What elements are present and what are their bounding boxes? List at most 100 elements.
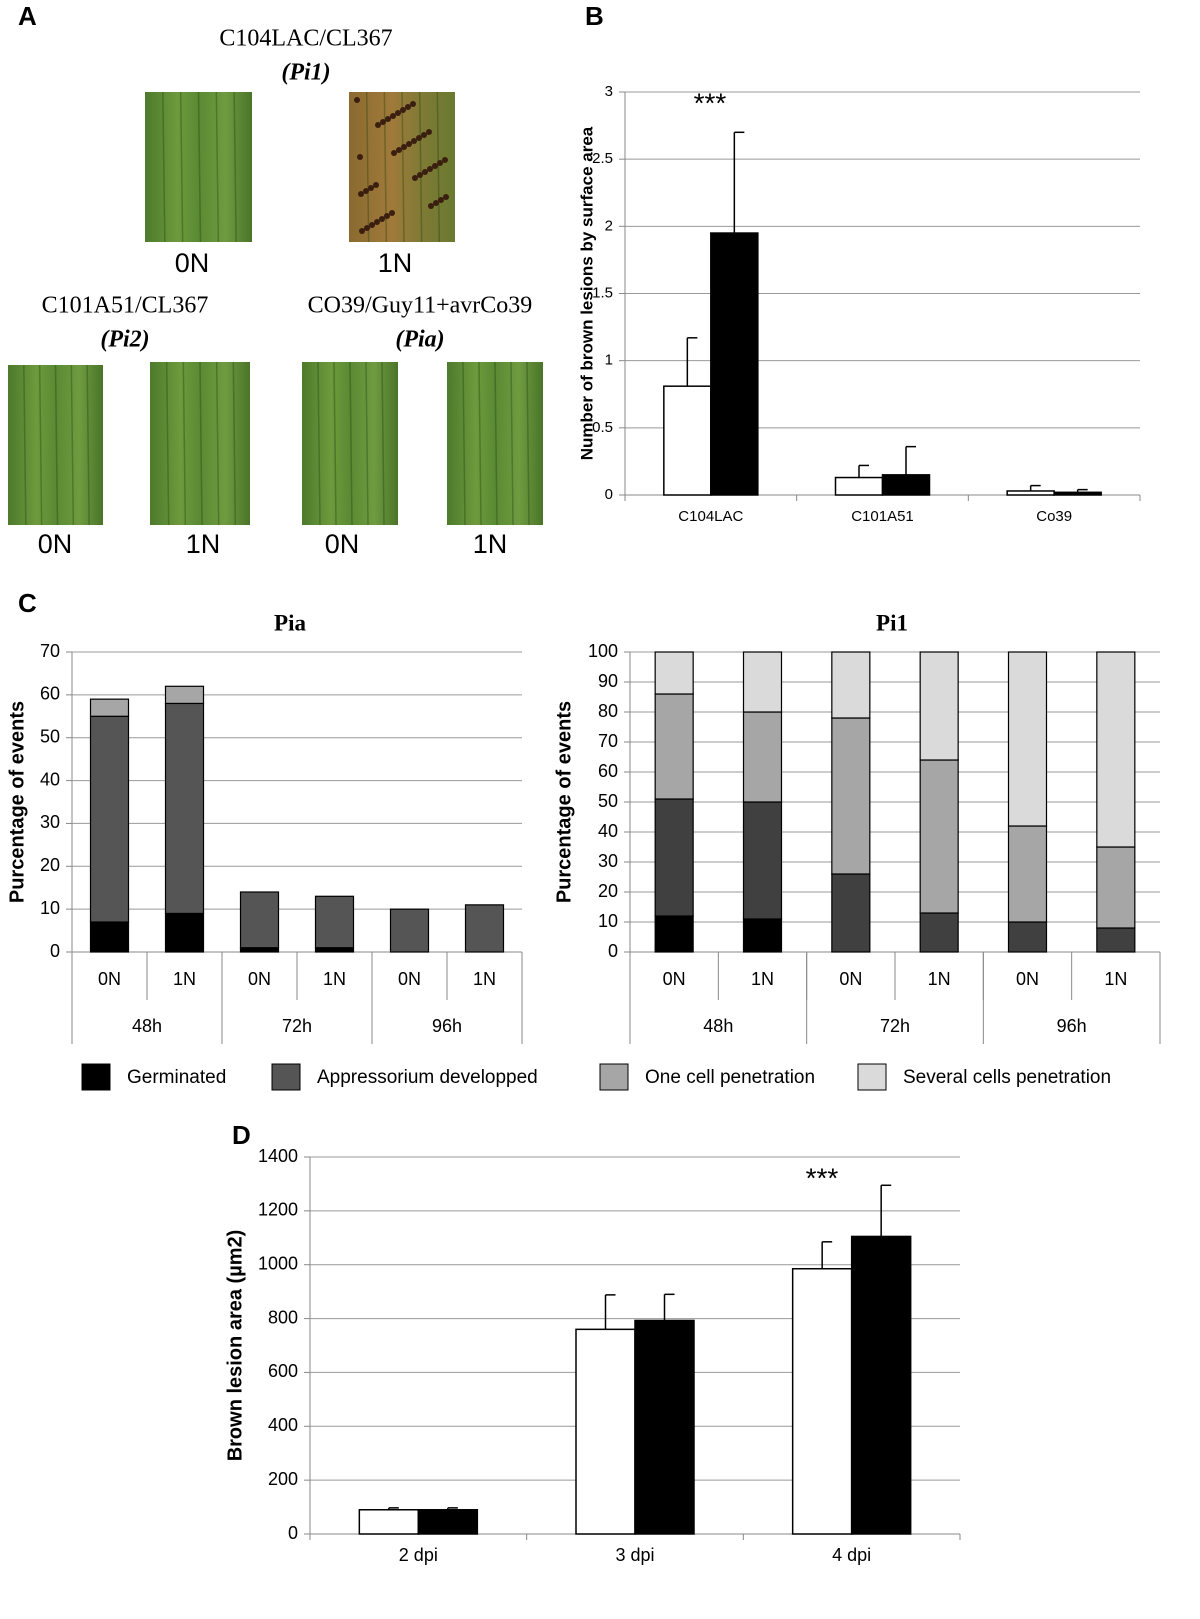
y-tick-label: 60 (598, 761, 618, 781)
leaf-vein (182, 361, 187, 526)
leaf-lesion (359, 228, 365, 234)
y-tick-label: 600 (268, 1361, 298, 1381)
bar-segment (1007, 825, 1048, 923)
legend-swatch (81, 1063, 111, 1091)
leaf-image (145, 92, 252, 242)
leaf-lesion (437, 160, 443, 166)
y-tick-label: 10 (40, 898, 60, 918)
y-axis-label: Brown lesion area (µm2) (224, 1230, 246, 1462)
leaf-lesion (391, 150, 397, 156)
leaf-lesion (380, 119, 386, 125)
bar-segment (742, 651, 783, 713)
y-tick-label: 70 (40, 641, 60, 661)
bar (417, 1509, 479, 1535)
bar-segment (164, 685, 205, 705)
bar-segment (831, 717, 871, 875)
leaf-lesion (385, 116, 391, 122)
y-tick-label: 0 (605, 486, 613, 503)
annotation: *** (694, 87, 727, 118)
leaf-vein (197, 91, 202, 243)
y-tick-label: 100 (588, 641, 618, 661)
leaf-vein (365, 361, 369, 526)
chart-title: Pi1 (876, 610, 908, 635)
leaf-vein (526, 361, 530, 526)
leaf-group-allele: (Pi1) (281, 60, 330, 86)
x-tick-label: 1N (928, 969, 951, 989)
leaf-vein (510, 361, 514, 526)
bar-segment (654, 915, 694, 953)
leaf-label: 1N (473, 529, 508, 559)
bar-segment (389, 908, 430, 953)
legend-swatch (599, 1063, 629, 1091)
bar (358, 1509, 420, 1535)
leaf-lesion (443, 194, 449, 200)
panel-label: B (585, 1, 604, 31)
leaf-vein (162, 91, 166, 243)
bar-segment (1007, 921, 1048, 953)
y-tick-label: 20 (598, 881, 618, 901)
bar-segment (654, 651, 694, 695)
x-group-label: 96h (432, 1016, 462, 1036)
bar-segment (1096, 846, 1136, 929)
x-tick-label: C104LAC (678, 508, 743, 525)
leaf-vein (70, 364, 75, 526)
leaf-lesion (411, 138, 417, 144)
x-tick-label: 0N (398, 969, 421, 989)
leaf-lesion (416, 135, 422, 141)
leaf-image (302, 362, 398, 525)
leaf-group-title: C104LAC/CL367 (219, 26, 392, 52)
leaf-image (150, 362, 250, 525)
bar-segment (654, 798, 694, 917)
legend-label: Appressorium developped (317, 1067, 538, 1088)
leaf-image (447, 362, 543, 525)
y-tick-label: 50 (40, 726, 60, 746)
y-tick-label: 70 (598, 731, 618, 751)
leaf-lesion (373, 182, 379, 188)
x-tick-label: 1N (473, 969, 496, 989)
x-group-label: 96h (1057, 1016, 1087, 1036)
bar-segment (314, 895, 355, 949)
leaf-vein (199, 361, 203, 526)
legend-swatch (857, 1063, 887, 1091)
leaf-lesion (374, 219, 380, 225)
leaf-group-allele: (Pia) (395, 327, 444, 353)
leaf-lesion (438, 197, 444, 203)
leaf-lesion (396, 147, 402, 153)
bar (881, 474, 931, 496)
bar (575, 1328, 636, 1535)
y-tick-label: 3 (605, 83, 613, 100)
x-tick-label: 0N (1016, 969, 1039, 989)
bar (663, 385, 712, 496)
legend-swatch (271, 1063, 301, 1091)
leaf-vein (462, 361, 466, 526)
leaf-lesion (406, 141, 412, 147)
bar-segment (314, 947, 355, 953)
bar-segment (1096, 651, 1136, 848)
leaf-vein (494, 361, 498, 526)
leaf-lesion (401, 144, 407, 150)
y-tick-label: 200 (268, 1469, 298, 1489)
leaf-label: 1N (378, 248, 413, 278)
x-tick-label: 1N (323, 969, 346, 989)
bar-segment (239, 947, 280, 953)
y-tick-label: 0 (288, 1523, 298, 1543)
leaf-lesion (405, 104, 411, 110)
x-tick-label: 4 dpi (832, 1545, 871, 1565)
y-tick-label: 1400 (258, 1146, 298, 1166)
bar (1053, 491, 1102, 496)
leaf-vein (215, 361, 220, 526)
leaf-lesion (427, 166, 433, 172)
leaf-lesion (363, 188, 369, 194)
annotation: *** (806, 1162, 839, 1193)
leaf-lesion (375, 122, 381, 128)
bar-segment (1007, 651, 1048, 827)
leaf-vein (418, 91, 423, 243)
bar-segment (742, 711, 783, 803)
y-tick-label: 1000 (258, 1253, 298, 1273)
leaf-lesion (357, 154, 363, 160)
y-tick-label: 50 (598, 791, 618, 811)
leaf-vein (365, 91, 370, 243)
chart-title: Pia (274, 610, 306, 635)
bar-segment (89, 715, 130, 923)
